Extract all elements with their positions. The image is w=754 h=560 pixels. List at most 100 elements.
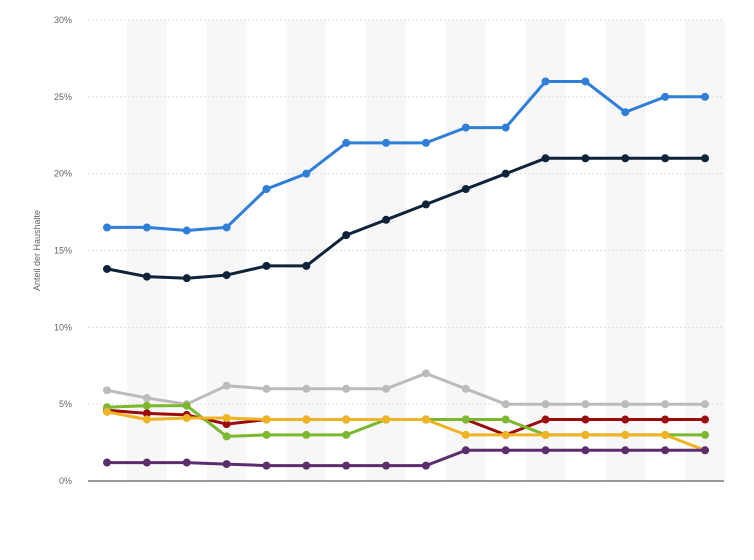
y-tick-label: 0%: [59, 476, 72, 486]
data-point: [621, 400, 630, 409]
data-point: [222, 420, 231, 429]
data-point: [621, 430, 630, 439]
data-point: [222, 413, 231, 422]
data-point: [541, 154, 550, 163]
data-point: [103, 386, 111, 395]
series-line: [105, 448, 707, 468]
data-point: [621, 415, 630, 424]
data-point: [541, 415, 550, 424]
y-tick-label: 10%: [54, 322, 72, 332]
series-3: [103, 369, 709, 409]
data-point: [103, 264, 111, 273]
data-point: [342, 461, 351, 470]
data-point: [581, 400, 590, 409]
data-point: [461, 123, 470, 132]
data-point: [382, 138, 391, 147]
series-6: [103, 407, 709, 455]
data-point: [103, 407, 111, 416]
data-point: [461, 415, 470, 424]
data-point: [501, 430, 510, 439]
series-2: [103, 154, 709, 283]
data-point: [461, 185, 470, 194]
data-point: [581, 430, 590, 439]
y-axis-title: Anteil der Haushalte: [32, 210, 42, 291]
data-point: [621, 154, 630, 163]
data-point: [421, 138, 430, 147]
data-point: [461, 430, 470, 439]
y-tick-label: 25%: [54, 92, 72, 102]
data-point: [621, 446, 630, 455]
series-group: [103, 77, 709, 470]
data-point: [182, 226, 191, 235]
series-7: [103, 446, 709, 470]
data-point: [501, 123, 510, 132]
y-axis-ticks: 0% 5% 10% 15% 20% 25% 30%: [54, 15, 72, 486]
data-point: [222, 271, 231, 280]
y-tick-label: 30%: [54, 15, 72, 25]
data-point: [342, 231, 351, 240]
data-point: [142, 272, 151, 281]
data-point: [501, 415, 510, 424]
data-point: [382, 215, 391, 224]
data-point: [701, 400, 709, 409]
data-point: [262, 185, 271, 194]
data-point: [541, 400, 550, 409]
data-point: [661, 400, 670, 409]
data-point: [421, 415, 430, 424]
data-point: [581, 415, 590, 424]
data-point: [382, 415, 391, 424]
data-point: [302, 169, 311, 178]
data-point: [461, 446, 470, 455]
gridlines: [88, 19, 724, 405]
data-point: [182, 401, 191, 410]
data-point: [103, 458, 111, 467]
series-1: [103, 77, 709, 235]
data-point: [262, 415, 271, 424]
data-point: [581, 446, 590, 455]
data-point: [421, 461, 430, 470]
data-point: [701, 154, 709, 163]
data-point: [262, 430, 271, 439]
data-point: [661, 430, 670, 439]
y-tick-label: 5%: [59, 399, 72, 409]
data-point: [382, 384, 391, 393]
data-point: [222, 381, 231, 390]
series-line: [105, 371, 707, 406]
data-point: [222, 432, 231, 441]
data-point: [103, 223, 111, 232]
series-line: [105, 156, 707, 280]
data-point: [501, 446, 510, 455]
series-line: [105, 80, 707, 232]
data-point: [342, 415, 351, 424]
data-point: [581, 77, 590, 86]
data-point: [262, 261, 271, 270]
data-point: [461, 384, 470, 393]
data-point: [661, 446, 670, 455]
data-point: [142, 458, 151, 467]
data-point: [421, 369, 430, 378]
data-point: [541, 430, 550, 439]
data-point: [182, 458, 191, 467]
data-point: [142, 394, 151, 403]
data-point: [262, 461, 271, 470]
data-point: [701, 430, 709, 439]
data-point: [661, 415, 670, 424]
data-point: [342, 138, 351, 147]
data-point: [501, 169, 510, 178]
data-point: [302, 384, 311, 393]
data-point: [421, 200, 430, 209]
data-point: [382, 461, 391, 470]
data-point: [302, 430, 311, 439]
data-point: [302, 461, 311, 470]
data-point: [342, 430, 351, 439]
data-point: [142, 401, 151, 410]
y-tick-label: 15%: [54, 246, 72, 256]
data-point: [302, 415, 311, 424]
data-point: [621, 108, 630, 117]
data-point: [302, 261, 311, 270]
data-point: [701, 415, 709, 424]
data-point: [342, 384, 351, 393]
data-point: [541, 77, 550, 86]
data-point: [501, 400, 510, 409]
